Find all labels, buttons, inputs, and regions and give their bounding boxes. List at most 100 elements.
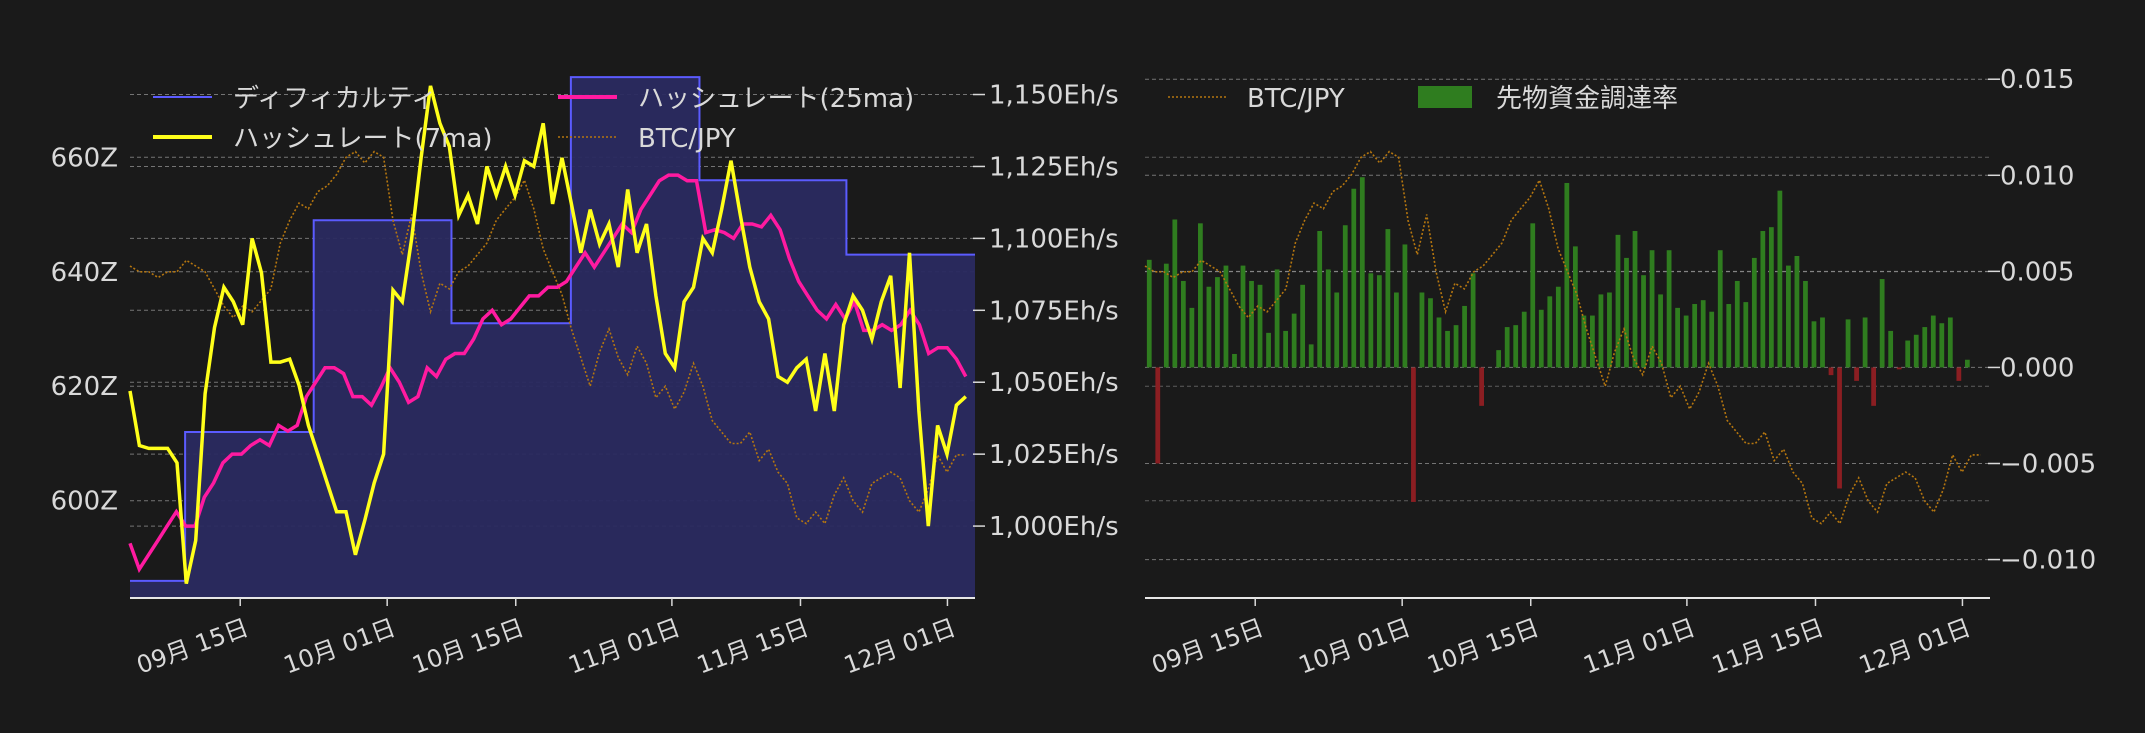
funding-bar <box>1232 353 1237 368</box>
legend-swatch-funding-rate <box>1418 86 1472 108</box>
funding-bar <box>1215 277 1220 368</box>
funding-bar <box>1419 292 1425 368</box>
left-axis-ticks: 660Z 640Z 620Z 600Z <box>51 143 118 516</box>
funding-bar <box>1581 315 1587 368</box>
funding-bar <box>1334 292 1340 368</box>
funding-bar <box>1828 367 1834 376</box>
funding-bar <box>1163 263 1169 368</box>
funding-bar <box>1564 182 1570 368</box>
funding-bar <box>1964 359 1970 368</box>
funding-bar <box>1257 284 1263 368</box>
funding-bar <box>1607 292 1612 368</box>
funding-bar <box>1922 327 1928 368</box>
funding-bar <box>1385 229 1391 368</box>
funding-bar <box>1888 330 1894 368</box>
funding-bar <box>1308 344 1314 368</box>
funding-bar <box>1768 227 1774 368</box>
funding-rate-bars <box>1146 177 1970 502</box>
right-tick-label: 0.000 <box>2000 353 2074 383</box>
left-tick-label: 660Z <box>51 143 118 173</box>
right-tick-label: 1,075Eh/s <box>989 296 1119 326</box>
funding-bar <box>1641 275 1646 368</box>
hashrate-25ma-line <box>128 173 968 574</box>
funding-bar <box>1692 304 1698 368</box>
funding-bar <box>1624 257 1629 368</box>
funding-bar <box>1445 330 1450 368</box>
funding-bar <box>1266 332 1271 368</box>
funding-bar <box>1675 307 1681 368</box>
btc-jpy-line <box>129 150 966 526</box>
legend: ディフィカルティ ハッシュレート(25ma) ハッシュレート(7ma) BTC/… <box>153 84 914 154</box>
funding-bar <box>1411 367 1416 502</box>
funding-bar <box>1794 255 1800 368</box>
funding-bar <box>1615 234 1621 368</box>
btc-jpy-line <box>1144 150 1981 526</box>
funding-bar <box>1453 325 1459 368</box>
funding-bar <box>1760 231 1766 368</box>
hashrate-7ma-line <box>128 85 967 584</box>
legend-label-btc-jpy: BTC/JPY <box>1247 84 1345 114</box>
right-tick-label: 1,050Eh/s <box>989 368 1119 398</box>
funding-bar <box>1743 302 1749 368</box>
funding-bar <box>1862 317 1868 368</box>
funding-bar <box>1351 188 1357 368</box>
funding-bar <box>1155 367 1161 464</box>
right-tick-label: −0.010 <box>2000 546 2096 576</box>
funding-bar <box>1470 273 1476 368</box>
funding-bar <box>1283 330 1288 368</box>
funding-bar <box>1947 317 1953 368</box>
funding-bar <box>1496 350 1502 368</box>
funding-bar <box>1428 298 1433 368</box>
funding-bar <box>1803 280 1808 368</box>
right-tick-label: 1,125Eh/s <box>989 152 1119 182</box>
right-tick-label: 0.005 <box>2000 257 2074 287</box>
funding-bar <box>1896 367 1902 370</box>
funding-bar <box>1368 273 1374 368</box>
funding-bar <box>1146 259 1152 368</box>
left-tick-label: 640Z <box>51 258 118 288</box>
funding-bar <box>1317 231 1323 368</box>
legend-label-funding-rate: 先物資金調達率 <box>1496 84 1678 114</box>
right-tick-label: 0.010 <box>2000 161 2074 191</box>
funding-bar <box>1913 334 1919 368</box>
funding-bar <box>1172 219 1178 368</box>
funding-bar <box>1300 284 1306 368</box>
funding-bar <box>1274 269 1280 368</box>
left-tick-label: 620Z <box>51 372 118 402</box>
funding-bar <box>1504 327 1510 368</box>
funding-bar <box>1240 265 1246 368</box>
funding-bar <box>1871 367 1877 406</box>
legend-label-hashrate-7ma: ハッシュレート(7ma) <box>233 124 493 154</box>
legend: BTC/JPY 先物資金調達率 <box>1168 84 1678 114</box>
funding-bar <box>1547 296 1553 368</box>
funding-bar <box>1590 315 1595 368</box>
funding-bar <box>1632 231 1638 368</box>
funding-bar <box>1956 367 1962 381</box>
funding-bar <box>1479 367 1485 406</box>
funding-bar <box>1939 323 1945 368</box>
funding-bar <box>1462 305 1467 368</box>
funding-bar <box>1572 246 1578 368</box>
difficulty-line <box>130 76 975 582</box>
funding-bar <box>1726 304 1732 368</box>
right-tick-label: 1,000Eh/s <box>989 512 1119 542</box>
funding-bar <box>1751 257 1757 368</box>
funding-bar <box>1342 225 1348 368</box>
funding-bar <box>1777 190 1783 368</box>
funding-bar <box>1359 177 1365 368</box>
funding-bar <box>1376 275 1382 368</box>
funding-bar <box>1930 315 1936 368</box>
funding-bar <box>1189 307 1195 368</box>
legend-label-btc-jpy: BTC/JPY <box>638 124 736 154</box>
right-axis-ticks: 1,150Eh/s 1,125Eh/s 1,100Eh/s 1,075Eh/s 1,05… <box>973 81 1119 542</box>
funding-bar <box>1879 279 1885 368</box>
funding-bar <box>1598 294 1604 368</box>
funding-bar <box>1180 280 1186 368</box>
funding-bar <box>1700 300 1706 368</box>
right-tick-label: −0.005 <box>2000 450 2096 480</box>
legend-label-hashrate-25ma: ハッシュレート(25ma) <box>638 84 914 114</box>
funding-bar <box>1683 315 1689 368</box>
funding-bar <box>1905 340 1911 368</box>
right-tick-label: 1,025Eh/s <box>989 440 1119 470</box>
